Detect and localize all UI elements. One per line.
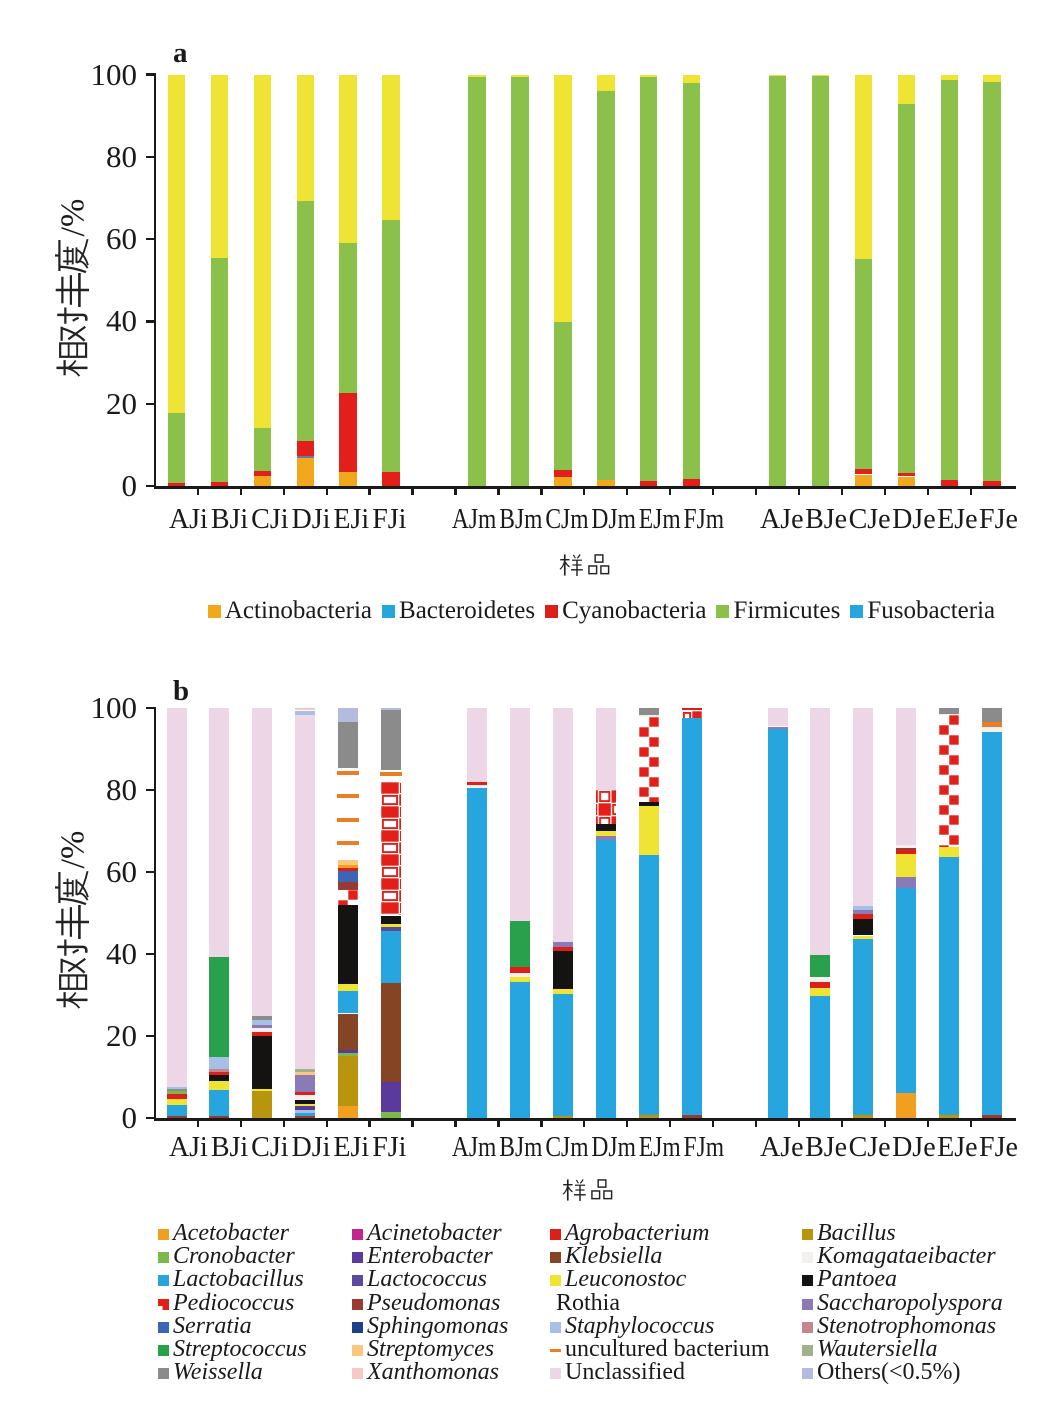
svg-text:/%: /%: [55, 831, 92, 869]
svg-text:/%: /%: [55, 199, 92, 237]
